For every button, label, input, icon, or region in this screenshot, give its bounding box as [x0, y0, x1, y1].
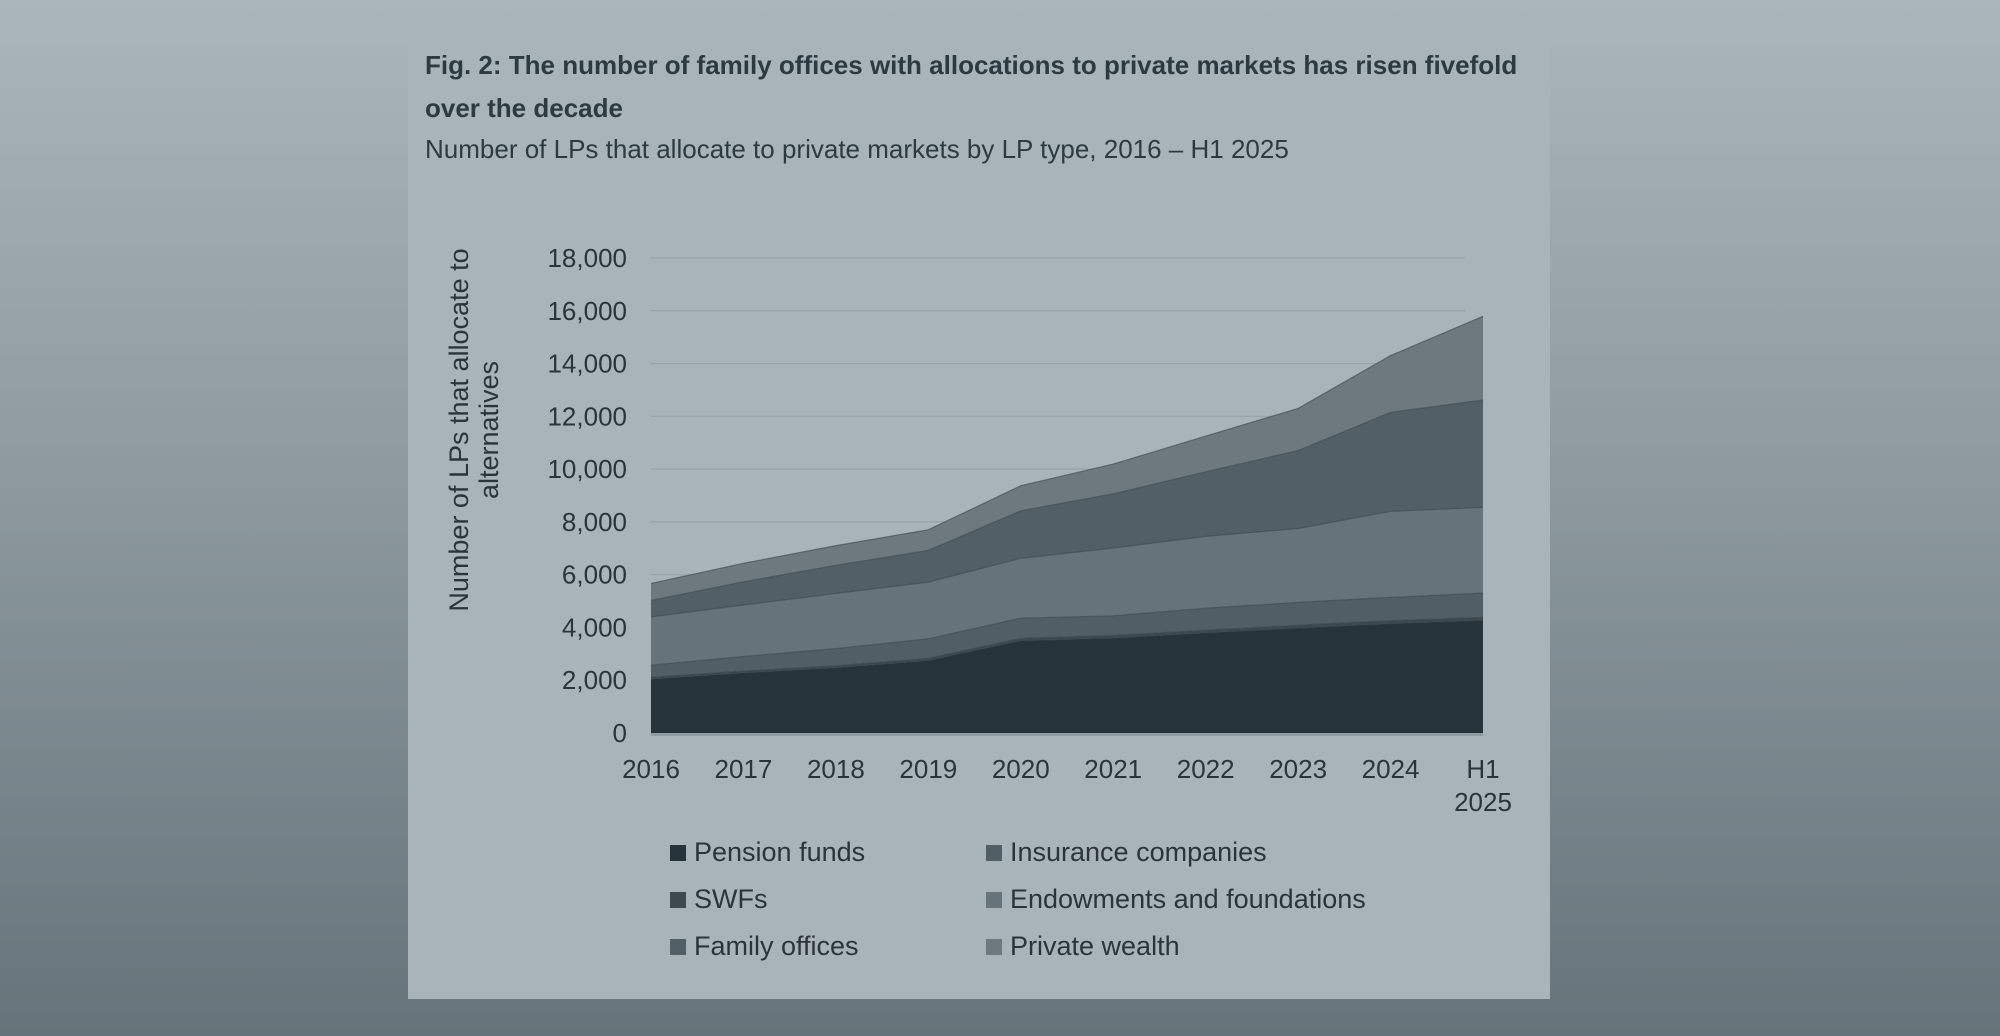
y-tick-label: 12,000 — [547, 401, 627, 431]
legend-swatch — [986, 891, 1002, 908]
area-outline — [650, 315, 1484, 584]
y-tick-label: 6,000 — [562, 560, 627, 590]
legend-item: Insurance companies — [986, 836, 1466, 869]
x-tick-label: 2021 — [1084, 754, 1142, 784]
stacked-area-chart: 0 2,000 4,000 6,000 8,000 10,000 12,000 14,000 1… — [444, 243, 1512, 817]
area-outline — [650, 399, 1484, 602]
y-tick-label: 4,000 — [562, 612, 627, 642]
area-endowments-and-foundations — [651, 507, 1483, 666]
legend-label: SWFs — [694, 884, 768, 914]
x-tick-label: 2020 — [992, 754, 1050, 784]
x-tick-label: 2022 — [1177, 754, 1235, 784]
x-tick-label: 2019 — [899, 754, 957, 784]
legend-label: Family offices — [694, 931, 859, 961]
x-tick-label: 2017 — [715, 754, 773, 784]
legend-label: Endowments and foundations — [1010, 884, 1366, 914]
area-swfs — [651, 617, 1483, 679]
legend-item: Private wealth — [986, 930, 1466, 963]
legend-item: Endowments and foundations — [986, 883, 1466, 916]
x-tick-label: 2018 — [807, 754, 865, 784]
y-tick-label: 2,000 — [562, 665, 627, 695]
area-outline — [650, 592, 1484, 666]
area-insurance-companies — [651, 593, 1483, 678]
legend-item: SWFs — [670, 883, 986, 916]
legend-swatch — [670, 938, 686, 955]
y-tick-label: 14,000 — [547, 349, 627, 379]
x-tick-label: 2023 — [1269, 754, 1327, 784]
y-axis-ticks: 0 2,000 4,000 6,000 8,000 10,000 12,000 14,000 1… — [547, 243, 627, 748]
chart-legend: Pension funds Insurance companies SWFs Endo… — [670, 836, 1490, 963]
area-series — [651, 316, 1483, 733]
area-private-wealth — [651, 316, 1483, 601]
area-outlines — [650, 315, 1484, 736]
y-tick-label: 0 — [613, 718, 627, 748]
area-outline — [650, 616, 1484, 678]
legend-swatch — [986, 938, 1002, 955]
y-tick-label: 16,000 — [547, 296, 627, 326]
area-outline — [650, 619, 1484, 680]
legend-swatch — [670, 844, 686, 861]
area-pension-funds — [651, 620, 1483, 733]
chart-title: Fig. 2: The number of family offices wit… — [425, 50, 1518, 123]
x-tick-label: 2016 — [622, 754, 680, 784]
x-tick-label: 2024 — [1362, 754, 1420, 784]
y-axis-title-text: Number of LPs that allocate toalternativ… — [444, 248, 504, 611]
legend-label: Private wealth — [1010, 931, 1180, 961]
y-tick-label: 8,000 — [562, 507, 627, 537]
legend-item: Family offices — [670, 930, 986, 963]
chart-subtitle: Number of LPs that allocate to private m… — [425, 134, 1289, 164]
legend-label: Insurance companies — [1010, 837, 1267, 867]
chart-card: Fig. 2: The number of family offices wit… — [408, 36, 1550, 999]
legend-label: Pension funds — [694, 837, 866, 867]
y-tick-label: 10,000 — [547, 454, 627, 484]
area-family-offices — [651, 400, 1483, 617]
x-axis-ticks: 2016 2017 2018 2019 2020 2021 2022 2023 2024 H1 20… — [622, 754, 1512, 817]
y-axis-title: Number of LPs that allocate toalternativ… — [444, 248, 504, 611]
legend-item: Pension funds — [670, 836, 986, 869]
area-outline — [650, 506, 1484, 618]
y-tick-label: 18,000 — [547, 243, 627, 273]
legend-swatch — [670, 891, 686, 908]
legend-swatch — [986, 844, 1002, 861]
x-tick-label: H1 2025 — [1454, 754, 1512, 817]
